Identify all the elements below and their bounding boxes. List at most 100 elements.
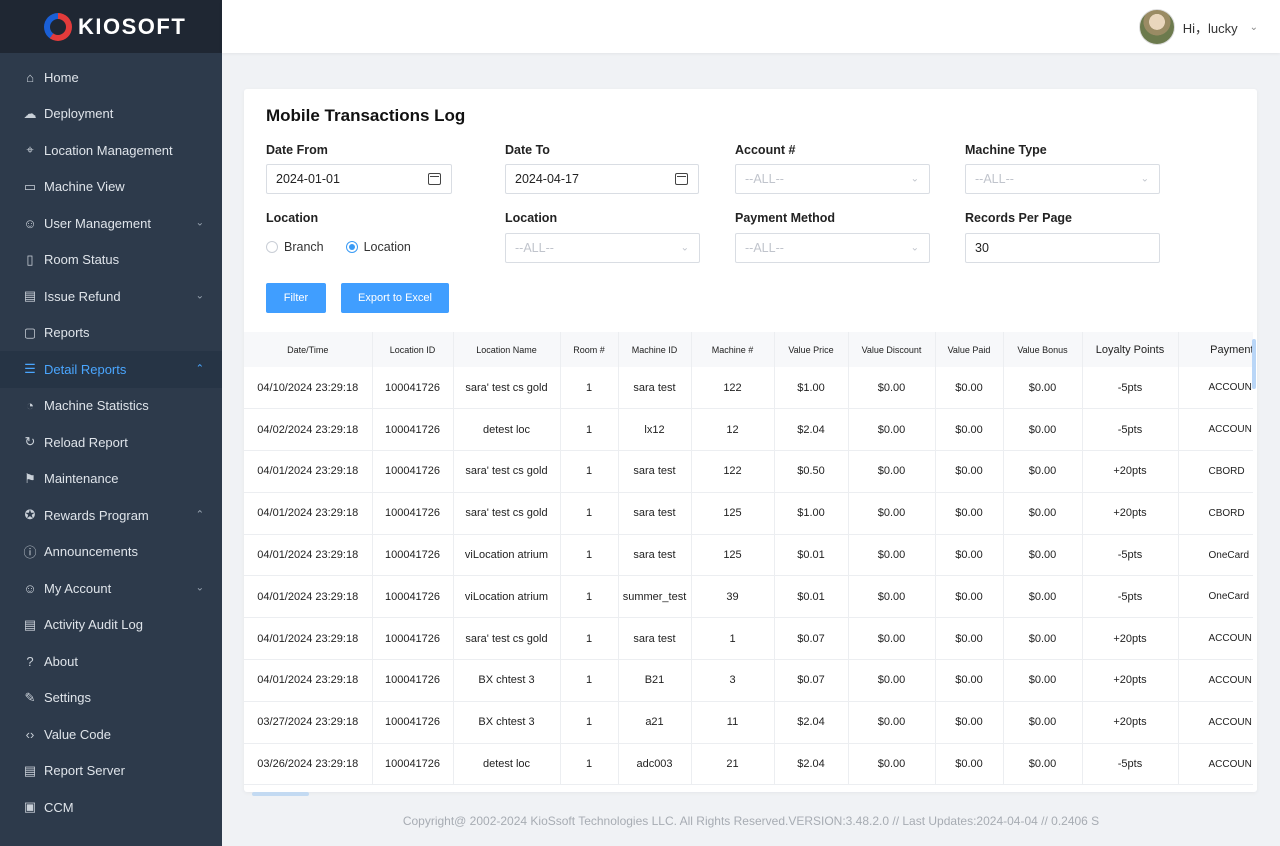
- table-cell: ACCOUN: [1178, 659, 1253, 702]
- sidebar-item-ccm[interactable]: ▣ CCM: [0, 789, 222, 826]
- date-to-input[interactable]: 2024-04-17: [505, 164, 699, 194]
- reload-icon: ↻: [24, 434, 36, 450]
- table-row[interactable]: 04/10/2024 23:29:18 100041726 sara' test c…: [244, 367, 1253, 410]
- chevron-up-icon[interactable]: ⌃: [195, 363, 204, 375]
- chevron-down-icon[interactable]: ⌄: [195, 582, 204, 594]
- document-icon: ▢: [23, 324, 37, 340]
- sidebar-item-value-code[interactable]: ‹› Value Code: [0, 716, 222, 753]
- sidebar-item-home[interactable]: ⌂ Home: [0, 59, 222, 96]
- sidebar-item-user-management[interactable]: ☺ User Management ⌄: [0, 205, 222, 242]
- column-header[interactable]: Value Bonus: [1003, 332, 1083, 367]
- table-cell: summer_test: [618, 575, 692, 619]
- table-cell: 100041726: [372, 575, 454, 619]
- home-icon: ⌂: [26, 69, 34, 85]
- sidebar-item-room-status[interactable]: ▯ Room Status: [0, 242, 222, 279]
- column-header[interactable]: Value Discount: [848, 332, 936, 367]
- sidebar-item-location-management[interactable]: ⌖ Location Management: [0, 132, 222, 169]
- payment-method-placeholder: --ALL--: [745, 241, 784, 255]
- location-radio[interactable]: [345, 241, 358, 253]
- column-header[interactable]: Location Name: [453, 332, 561, 367]
- sidebar-item-reports[interactable]: ▢ Reports: [0, 315, 222, 352]
- chevron-down-icon[interactable]: ⌄: [1249, 21, 1258, 33]
- table-cell: sara test: [618, 367, 692, 410]
- table-cell: 100041726: [372, 659, 454, 702]
- sidebar-item-label: User Management: [44, 215, 151, 231]
- table-cell: $0.00: [1003, 492, 1083, 535]
- column-header[interactable]: Date/Time: [244, 332, 373, 367]
- sidebar-item-rewards-program[interactable]: ✪ Rewards Program ⌃: [0, 497, 222, 534]
- sidebar-item-activity-audit-log[interactable]: ▤ Activity Audit Log: [0, 607, 222, 644]
- sidebar-item-reload-report[interactable]: ↻ Reload Report: [0, 424, 222, 461]
- sidebar-item-announcements[interactable]: ⓘ Announcements: [0, 534, 222, 571]
- calendar-icon[interactable]: [428, 173, 441, 185]
- table-cell: $0.00: [935, 534, 1004, 577]
- location-placeholder: --ALL--: [515, 241, 554, 255]
- column-header[interactable]: Machine #: [691, 332, 775, 367]
- table-cell: 122: [691, 367, 775, 410]
- calendar-icon[interactable]: [675, 173, 688, 185]
- account-select[interactable]: --ALL-- ⌄: [735, 164, 930, 194]
- export-excel-button[interactable]: Export to Excel: [341, 283, 449, 313]
- column-header[interactable]: Value Price: [774, 332, 849, 367]
- sidebar-item-issue-refund[interactable]: ▤ Issue Refund ⌄: [0, 278, 222, 315]
- table-row[interactable]: 04/01/2024 23:29:18 100041726 sara' test c…: [244, 450, 1253, 493]
- location-select[interactable]: --ALL-- ⌄: [505, 233, 700, 263]
- chevron-down-icon[interactable]: ⌄: [910, 173, 919, 185]
- column-header[interactable]: Value Paid: [935, 332, 1004, 367]
- table-cell: ACCOUN: [1178, 617, 1253, 661]
- chevron-up-icon[interactable]: ⌃: [195, 509, 204, 521]
- table-cell: sara' test cs gold: [453, 367, 561, 410]
- chevron-down-icon[interactable]: ⌄: [195, 290, 204, 302]
- sidebar-item-about[interactable]: ? About: [0, 643, 222, 680]
- avatar[interactable]: [1138, 9, 1175, 45]
- column-header[interactable]: Payment Me: [1178, 332, 1253, 367]
- table-cell: 1: [560, 492, 619, 535]
- chevron-down-icon[interactable]: ⌄: [195, 217, 204, 229]
- sidebar-item-maintenance[interactable]: ⚑ Maintenance: [0, 461, 222, 498]
- filter-button[interactable]: Filter: [266, 283, 326, 313]
- sidebar-item-machine-statistics[interactable]: ◔ Machine Statistics: [0, 388, 222, 425]
- machine-type-select[interactable]: --ALL-- ⌄: [965, 164, 1160, 194]
- logo[interactable]: KIOSOFT: [0, 0, 222, 53]
- table-cell: 04/01/2024 23:29:18: [244, 659, 373, 702]
- table-row[interactable]: 04/01/2024 23:29:18 100041726 sara' test c…: [244, 617, 1253, 661]
- transactions-table-wrap[interactable]: Date/Time Location ID Location Name Room # M…: [244, 332, 1253, 792]
- sidebar-item-detail-reports[interactable]: ☰ Detail Reports ⌃: [0, 351, 222, 388]
- table-row[interactable]: 04/01/2024 23:29:18 100041726 viLocation a…: [244, 575, 1253, 619]
- vertical-scrollbar[interactable]: [1252, 339, 1256, 389]
- date-from-value: 2024-01-01: [276, 172, 340, 186]
- sidebar-item-label: Deployment: [44, 106, 114, 122]
- column-header[interactable]: Machine ID: [618, 332, 692, 367]
- sidebar-item-deployment[interactable]: ☁ Deployment: [0, 96, 222, 133]
- chevron-down-icon[interactable]: ⌄: [1140, 173, 1149, 185]
- monitor-icon: ▭: [23, 178, 37, 194]
- table-row[interactable]: 04/01/2024 23:29:18 100041726 viLocation a…: [244, 534, 1253, 577]
- branch-radio-label[interactable]: Branch: [284, 240, 324, 254]
- table-row[interactable]: 04/01/2024 23:29:18 100041726 sara' test c…: [244, 492, 1253, 535]
- sidebar-item-my-account[interactable]: ☺ My Account ⌄: [0, 570, 222, 607]
- sidebar-item-machine-view[interactable]: ▭ Machine View: [0, 169, 222, 206]
- records-per-page-input[interactable]: 30: [965, 233, 1160, 263]
- horizontal-scrollbar[interactable]: [252, 792, 309, 796]
- location-label: Location: [505, 211, 558, 225]
- table-cell: 04/01/2024 23:29:18: [244, 450, 373, 493]
- table-cell: lx12: [618, 408, 692, 452]
- sidebar-item-settings[interactable]: ✎ Settings: [0, 680, 222, 717]
- location-radio-label[interactable]: Location: [363, 240, 411, 254]
- sidebar-item-report-server[interactable]: ▤ Report Server: [0, 753, 222, 790]
- column-header[interactable]: Loyalty Points: [1082, 332, 1179, 367]
- date-from-input[interactable]: 2024-01-01: [266, 164, 452, 194]
- table-cell: 1: [560, 450, 619, 493]
- column-header[interactable]: Room #: [560, 332, 619, 367]
- table-row[interactable]: 03/26/2024 23:29:18 100041726 detest loc 1 a…: [244, 743, 1253, 786]
- table-row[interactable]: 04/02/2024 23:29:18 100041726 detest loc 1 l…: [244, 408, 1253, 452]
- user-greeting[interactable]: Hi，lucky: [1182, 20, 1238, 36]
- user-menu[interactable]: Hi，lucky ⌄: [1138, 9, 1258, 45]
- column-header[interactable]: Location ID: [372, 332, 454, 367]
- chevron-down-icon[interactable]: ⌄: [910, 242, 919, 254]
- chevron-down-icon[interactable]: ⌄: [680, 242, 689, 254]
- branch-radio[interactable]: [266, 241, 278, 253]
- payment-method-select[interactable]: --ALL-- ⌄: [735, 233, 930, 263]
